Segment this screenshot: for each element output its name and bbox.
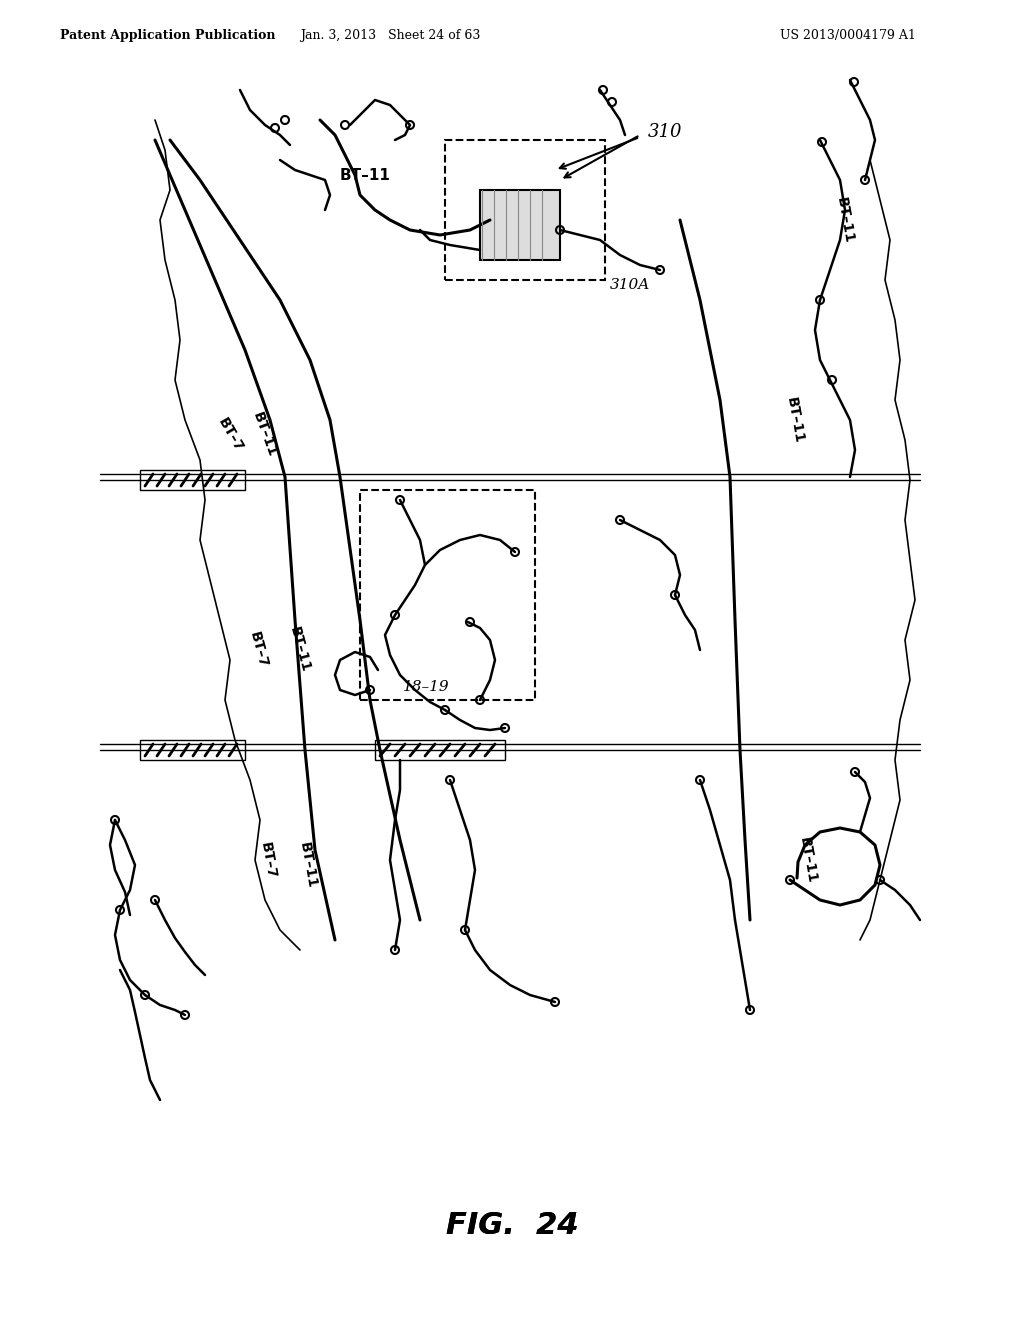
Bar <box>360 490 535 700</box>
Text: BT–11: BT–11 <box>797 836 819 884</box>
Text: BT–7: BT–7 <box>215 416 246 454</box>
Text: Patent Application Publication: Patent Application Publication <box>60 29 275 41</box>
Text: BT–11: BT–11 <box>340 168 390 182</box>
Text: BT–11: BT–11 <box>287 626 312 675</box>
Text: BT–11: BT–11 <box>251 411 280 459</box>
Bar <box>140 470 245 490</box>
Text: BT–7: BT–7 <box>258 841 279 879</box>
Bar <box>375 741 505 760</box>
Bar <box>445 140 605 280</box>
Text: FIG.  24: FIG. 24 <box>445 1210 579 1239</box>
Text: BT–7: BT–7 <box>247 631 269 669</box>
Bar <box>480 190 560 260</box>
Text: FIG.  24: FIG. 24 <box>445 1210 579 1239</box>
Text: BT–11: BT–11 <box>297 841 318 890</box>
Text: 310: 310 <box>648 123 683 141</box>
Text: Jan. 3, 2013   Sheet 24 of 63: Jan. 3, 2013 Sheet 24 of 63 <box>300 29 480 41</box>
Text: US 2013/0004179 A1: US 2013/0004179 A1 <box>780 29 915 41</box>
Bar <box>140 741 245 760</box>
Text: BT–11: BT–11 <box>834 195 856 244</box>
Text: BT–11: BT–11 <box>784 396 806 445</box>
Text: 18–19: 18–19 <box>403 680 450 694</box>
Text: 310A: 310A <box>610 279 650 292</box>
